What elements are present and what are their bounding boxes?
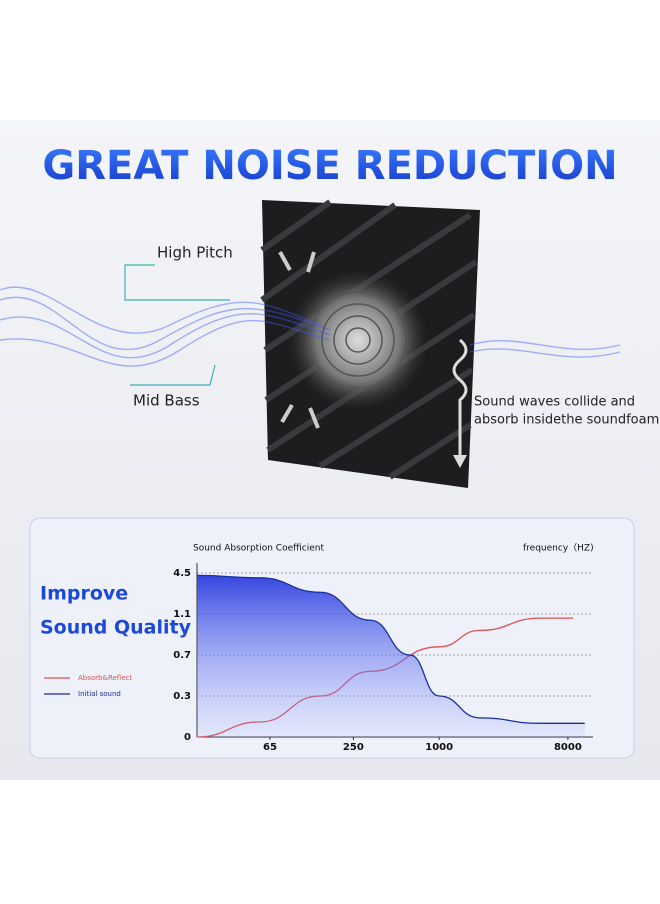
sound-waves (0, 286, 621, 367)
y-tick-label: 0 (184, 732, 191, 743)
y-tick-label: 4.5 (173, 568, 191, 579)
legend-label: Absorb&Reflect (78, 674, 132, 682)
x-axis-label: frequency（HZ) (523, 543, 594, 554)
label-mid-bass: Mid Bass (133, 392, 200, 410)
callout-line (130, 364, 216, 386)
chart-title: Sound Absorption Coefficient (193, 544, 324, 554)
plot: 0 0.3 0.7 1.1 4.5 65 250 1000 8000 Absorb&Reflect… (44, 563, 593, 753)
y-tick-label: 1.1 (173, 609, 191, 620)
y-tick-label: 0.7 (173, 650, 191, 661)
title: GREAT NOISE REDUCTION (42, 143, 617, 189)
series-line (196, 574, 585, 724)
x-tick-label: 8000 (554, 742, 582, 753)
note: Sound waves collide and (474, 395, 635, 410)
area-fill (197, 575, 585, 737)
x-tick-label: 250 (343, 742, 364, 753)
legend-label: Initial sound (78, 690, 121, 698)
note: absorb insidethe soundfoam. (474, 413, 660, 428)
foam (260, 199, 480, 488)
panel-heading: Sound Quality (40, 617, 192, 639)
panel-heading: Improve (40, 583, 128, 605)
y-tick-label: 0.3 (173, 691, 191, 702)
callout-line (124, 264, 230, 301)
label-high-pitch: High Pitch (157, 244, 233, 262)
x-tick-label: 1000 (425, 742, 453, 753)
x-tick-label: 65 (263, 742, 277, 753)
